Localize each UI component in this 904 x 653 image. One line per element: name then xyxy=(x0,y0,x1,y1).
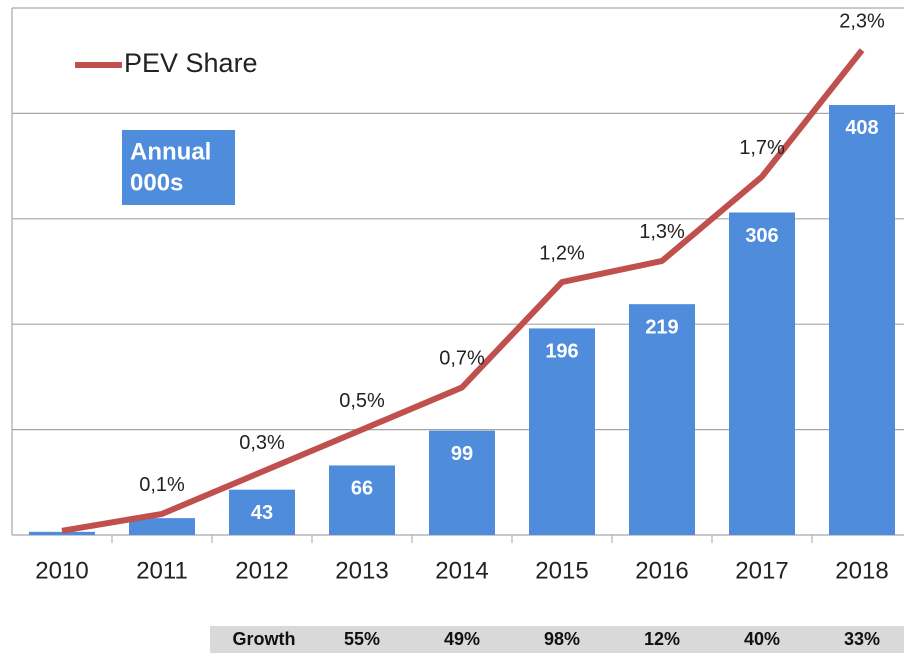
x-tick-label: 2016 xyxy=(635,557,688,584)
line xyxy=(61,48,865,534)
x-tick-label: 2014 xyxy=(435,557,488,584)
growth-cell: 55% xyxy=(344,629,380,649)
bar xyxy=(129,518,195,535)
x-tick-label: 2010 xyxy=(35,557,88,584)
x-tick-label: 2015 xyxy=(535,557,588,584)
bar-value-label: 99 xyxy=(451,443,473,465)
bar-value-label: 66 xyxy=(351,478,373,500)
x-tick-label: 2017 xyxy=(735,557,788,584)
bar xyxy=(229,489,295,535)
bar-value-label: 43 xyxy=(251,502,273,524)
bar xyxy=(829,104,895,535)
growth-cell: 40% xyxy=(744,629,780,649)
bar xyxy=(429,430,495,535)
legend-label: PEV Share xyxy=(124,48,258,78)
x-tick-label: 2012 xyxy=(235,557,288,584)
growth-cell: 12% xyxy=(644,629,680,649)
line-value-label: 1,2% xyxy=(539,242,585,264)
annotation-line: Annual xyxy=(130,138,211,165)
line-value-label: 1,3% xyxy=(639,221,685,243)
line-value-label: 1,7% xyxy=(739,137,785,159)
bar-value-label: 196 xyxy=(545,341,578,363)
growth-label: Growth xyxy=(233,629,296,649)
x-tick-label: 2011 xyxy=(136,557,188,584)
line-value-label: 0,3% xyxy=(239,432,285,454)
bar xyxy=(329,465,395,535)
x-tick-label: 2018 xyxy=(835,557,888,584)
annotation-box xyxy=(122,130,235,205)
bar xyxy=(629,304,695,535)
growth-cell: 33% xyxy=(844,629,880,649)
x-tick-label: 2013 xyxy=(335,557,388,584)
growth-cell: 98% xyxy=(544,629,580,649)
line-value-label: 2,3% xyxy=(839,10,885,32)
growth-cell: 49% xyxy=(444,629,480,649)
bar xyxy=(29,531,95,535)
bar xyxy=(529,328,595,535)
line-value-label: 0,5% xyxy=(339,390,385,412)
growth-row-bg xyxy=(210,626,904,653)
annotation-line: 000s xyxy=(130,169,183,196)
line-value-label: 0,1% xyxy=(139,474,185,496)
bar-value-label: 408 xyxy=(845,117,878,139)
bar-value-label: 219 xyxy=(645,316,678,338)
bar-value-label: 306 xyxy=(745,225,778,247)
line-value-label: 0,7% xyxy=(439,348,485,370)
bar xyxy=(729,212,795,535)
